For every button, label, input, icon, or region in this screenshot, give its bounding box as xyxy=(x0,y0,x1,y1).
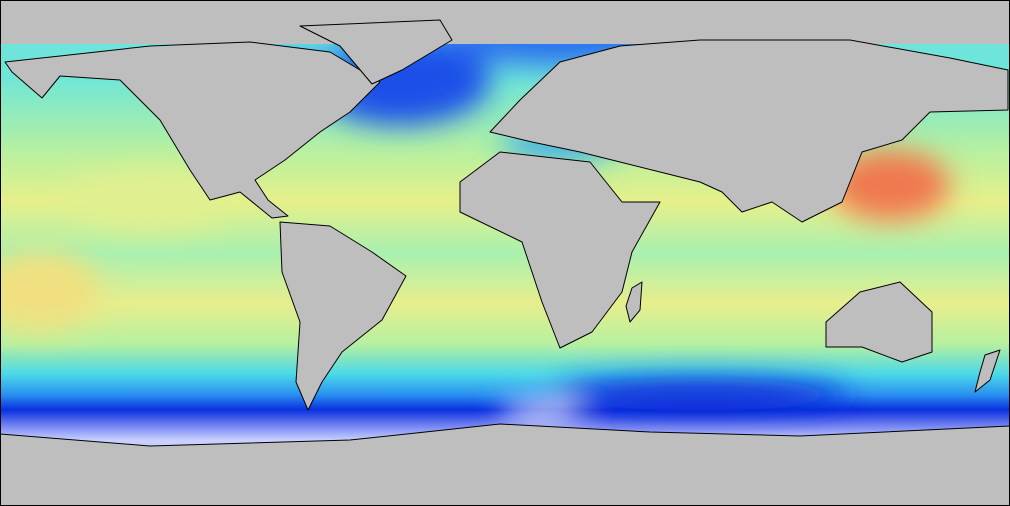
australia xyxy=(825,281,933,363)
north-america xyxy=(4,41,381,219)
antarctica xyxy=(0,423,1010,506)
madagascar xyxy=(625,281,643,323)
new-zealand xyxy=(974,349,1001,393)
eurasia xyxy=(489,39,1009,223)
africa xyxy=(459,151,661,349)
south-america xyxy=(279,221,407,411)
greenland xyxy=(299,19,453,85)
continents xyxy=(0,19,1010,506)
